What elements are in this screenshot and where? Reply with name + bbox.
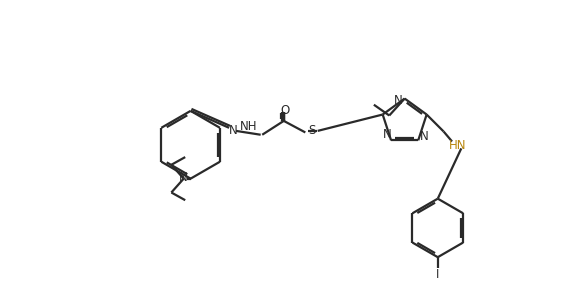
- Text: N: N: [420, 130, 429, 143]
- Text: O: O: [280, 103, 290, 117]
- Text: N: N: [383, 128, 392, 141]
- Text: S: S: [308, 124, 315, 137]
- Text: N: N: [394, 94, 403, 107]
- Text: I: I: [436, 268, 440, 281]
- Text: N: N: [179, 171, 188, 184]
- Text: NH: NH: [239, 120, 257, 133]
- Text: HN: HN: [449, 139, 466, 152]
- Text: N: N: [228, 124, 237, 137]
